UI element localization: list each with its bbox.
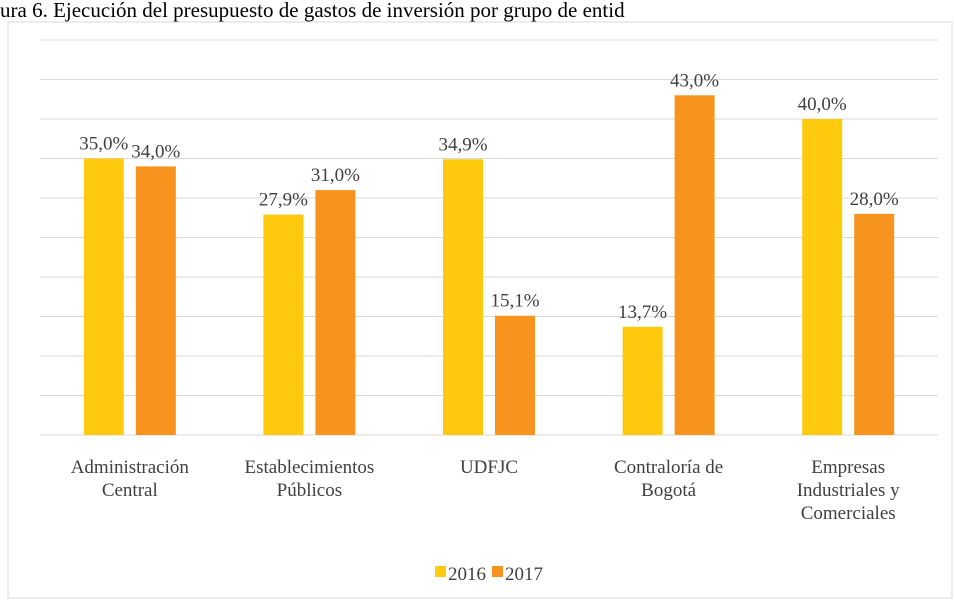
bar <box>622 326 663 435</box>
data-label: 35,0% <box>79 134 128 155</box>
bar <box>263 214 304 435</box>
chart-frame <box>7 21 953 599</box>
bar <box>802 119 843 435</box>
x-tick-label-line: Bogotá <box>641 480 696 501</box>
legend-label: 2016 <box>448 564 486 585</box>
data-label: 28,0% <box>850 189 899 210</box>
x-tick-label: Administración Central <box>71 457 190 501</box>
data-label: 13,7% <box>618 302 667 323</box>
x-tick-label-line: Empresas <box>811 457 885 478</box>
data-label: 34,9% <box>438 134 487 155</box>
x-tick-label-line: Contraloría de <box>614 457 723 478</box>
x-tick-label-line: Establecimientos <box>244 457 374 478</box>
x-tick-label: Contraloría de Bogotá <box>614 457 723 501</box>
chart-title: ura 6. Ejecución del presupuesto de gast… <box>0 0 625 22</box>
legend-swatch <box>492 566 503 577</box>
x-tick-label-line: Públicos <box>277 480 342 501</box>
x-tick-label-line: Central <box>102 480 158 501</box>
x-tick-label-line: UDFJC <box>460 457 518 478</box>
data-label: 43,0% <box>670 70 719 91</box>
legend: 2016 2017 <box>435 564 543 585</box>
data-label: 40,0% <box>798 94 847 115</box>
bar <box>854 213 895 435</box>
bar <box>315 190 356 435</box>
bar <box>674 95 715 436</box>
legend-label: 2017 <box>505 564 543 585</box>
x-tick-label-line: Administración <box>71 457 190 478</box>
x-tick-label: UDFJC <box>460 457 518 478</box>
bar <box>83 158 124 435</box>
bar <box>443 159 483 436</box>
x-tick-label-line: Industriales y <box>797 480 900 501</box>
x-tick-label: Establecimientos Públicos <box>244 457 374 501</box>
legend-swatch <box>435 566 446 577</box>
data-label: 27,9% <box>259 190 308 211</box>
data-label: 31,0% <box>311 165 360 186</box>
bar <box>135 166 176 435</box>
data-label: 34,0% <box>131 141 180 162</box>
bar <box>495 315 535 435</box>
x-tick-label: Empresas Industriales y Comerciales <box>797 457 900 524</box>
x-tick-label-line: Comerciales <box>801 503 896 524</box>
data-label: 15,1% <box>490 291 539 312</box>
